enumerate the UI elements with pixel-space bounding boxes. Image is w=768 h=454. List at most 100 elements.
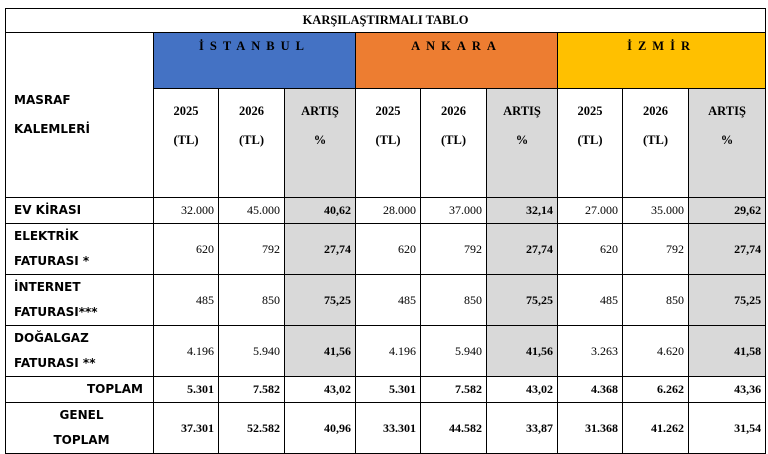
column-header: ARTIŞ % — [503, 104, 541, 147]
value-cell: 41,58 — [687, 325, 767, 377]
column-header-cell: 2025 (TL) — [355, 88, 421, 198]
value-cell: 485 — [355, 274, 421, 326]
row-label-cell: GENEL TOPLAM — [5, 402, 154, 454]
value-cell: 40,62 — [284, 197, 356, 224]
column-header: 2025 (TL) — [173, 104, 199, 147]
row-label-cell: DOĞALGAZ FATURASI ** — [5, 325, 154, 377]
column-header-cell: 2026 (TL) — [622, 88, 689, 198]
value-cell: 41.262 — [622, 402, 689, 454]
column-header: 2025 (TL) — [375, 104, 401, 147]
value-cell: 33.301 — [355, 402, 421, 454]
value-cell: 620 — [153, 223, 219, 275]
value-cell: 4.196 — [355, 325, 421, 377]
row-label-cell: İNTERNET FATURASI*** — [5, 274, 154, 326]
column-header-cell: 2025 (TL) — [153, 88, 219, 198]
row-header-cell: MASRAF KALEMLERİ — [5, 32, 154, 198]
title-row: KARŞILAŞTIRMALI TABLO — [4, 8, 767, 33]
value-cell: 32,14 — [486, 197, 558, 224]
value-cell: 37.301 — [153, 402, 219, 454]
value-cell: 850 — [218, 274, 285, 326]
value-cell: 7.582 — [218, 376, 285, 403]
value-cell: 792 — [622, 223, 689, 275]
column-header-cell: 2026 (TL) — [420, 88, 487, 198]
column-header: 2026 (TL) — [643, 104, 668, 147]
row-label: TOPLAM — [86, 382, 143, 396]
value-cell: 27,74 — [687, 223, 767, 275]
value-cell: 620 — [355, 223, 421, 275]
row-label-cell: ELEKTRİK FATURASI * — [5, 223, 154, 275]
subheader-row: 2025 (TL) 2026 (TL) ARTIŞ % 2025 (TL) 2026 (… — [6, 88, 767, 198]
value-cell: 32.000 — [153, 197, 219, 224]
value-cell: 52.582 — [218, 402, 285, 454]
value-cell: 41,56 — [284, 325, 356, 377]
column-header: ARTIŞ % — [708, 104, 746, 147]
value-cell: 5.940 — [420, 325, 487, 377]
value-cell: 44.582 — [420, 402, 487, 454]
value-cell: 620 — [557, 223, 623, 275]
city-header: İSTANBUL — [153, 32, 356, 89]
value-cell: 5.301 — [153, 376, 219, 403]
value-cell: 792 — [420, 223, 487, 275]
data-row: ELEKTRİK FATURASI * 620 792 27,74 620 792 27,7… — [5, 223, 767, 275]
value-cell: 75,25 — [687, 274, 767, 326]
value-cell: 27.000 — [557, 197, 623, 224]
city-header: İZMİR — [556, 32, 767, 89]
value-cell: 4.620 — [622, 325, 689, 377]
row-label: İNTERNET FATURASI*** — [14, 280, 98, 319]
value-cell: 27,74 — [284, 223, 356, 275]
value-cell: 33,87 — [486, 402, 558, 454]
column-header: 2026 (TL) — [441, 104, 466, 147]
value-cell: 4.368 — [557, 376, 623, 403]
column-header-cell: 2025 (TL) — [557, 88, 623, 198]
row-label: EV KİRASI — [14, 203, 82, 217]
column-header: 2025 (TL) — [577, 104, 603, 147]
city-row: MASRAF KALEMLERİ İSTANBUL ANKARA İZMİR — [5, 32, 767, 198]
value-cell: 45.000 — [218, 197, 285, 224]
value-cell: 28.000 — [355, 197, 421, 224]
value-cell: 792 — [218, 223, 285, 275]
value-cell: 485 — [557, 274, 623, 326]
data-row: GENEL TOPLAM 37.301 52.582 40,96 33.301 44.58… — [5, 402, 767, 454]
data-row: DOĞALGAZ FATURASI ** 4.196 5.940 41,56 4.196… — [5, 325, 767, 377]
value-cell: 4.196 — [153, 325, 219, 377]
value-cell: 37.000 — [420, 197, 487, 224]
value-cell: 3.263 — [557, 325, 623, 377]
value-cell: 6.262 — [622, 376, 689, 403]
value-cell: 485 — [153, 274, 219, 326]
value-cell: 43,02 — [486, 376, 558, 403]
data-row: EV KİRASI 32.000 45.000 40,62 28.000 37.000 32… — [5, 197, 767, 224]
value-cell: 43,02 — [284, 376, 356, 403]
value-cell: 41,56 — [486, 325, 558, 377]
value-cell: 850 — [622, 274, 689, 326]
value-cell: 5.940 — [218, 325, 285, 377]
city-header: ANKARA — [355, 32, 558, 89]
value-cell: 29,62 — [687, 197, 767, 224]
value-cell: 40,96 — [284, 402, 356, 454]
data-row: TOPLAM 5.301 7.582 43,02 5.301 7.582 43,02 4.36… — [5, 376, 767, 403]
table-title: KARŞILAŞTIRMALI TABLO — [4, 8, 767, 33]
column-header-cell: ARTIŞ % — [284, 88, 356, 198]
row-header: MASRAF KALEMLERİ — [14, 93, 90, 136]
page: KARŞILAŞTIRMALI TABLO MASRAF KALEMLERİ İST… — [4, 8, 767, 454]
value-cell: 27,74 — [486, 223, 558, 275]
row-label: ELEKTRİK FATURASI * — [14, 229, 90, 268]
column-header: ARTIŞ % — [301, 104, 339, 147]
row-label: DOĞALGAZ FATURASI ** — [14, 331, 96, 370]
row-label: GENEL TOPLAM — [53, 408, 110, 447]
column-header: 2026 (TL) — [239, 104, 264, 147]
value-cell: 31,54 — [687, 402, 767, 454]
comparison-table: KARŞILAŞTIRMALI TABLO MASRAF KALEMLERİ İST… — [4, 8, 767, 454]
column-header-cell: 2026 (TL) — [218, 88, 285, 198]
value-cell: 75,25 — [284, 274, 356, 326]
column-header-cell: ARTIŞ % — [486, 88, 558, 198]
value-cell: 75,25 — [486, 274, 558, 326]
value-cell: 7.582 — [420, 376, 487, 403]
value-cell: 43,36 — [687, 376, 767, 403]
row-label-cell: TOPLAM — [5, 376, 154, 403]
value-cell: 5.301 — [355, 376, 421, 403]
value-cell: 35.000 — [622, 197, 689, 224]
row-label-cell: EV KİRASI — [5, 197, 154, 224]
data-row: İNTERNET FATURASI*** 485 850 75,25 485 850 75,… — [5, 274, 767, 326]
value-cell: 850 — [420, 274, 487, 326]
column-header-cell: ARTIŞ % — [687, 88, 767, 198]
